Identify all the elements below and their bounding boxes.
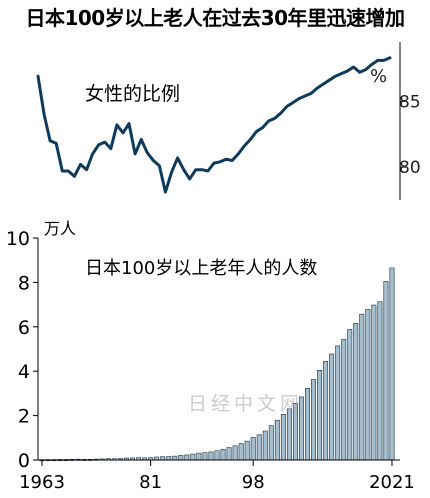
bar bbox=[184, 454, 190, 461]
bar bbox=[190, 453, 196, 461]
bar bbox=[262, 430, 268, 461]
bar bbox=[383, 281, 389, 461]
bar bbox=[220, 449, 226, 461]
y-tick-label: 80 bbox=[399, 158, 421, 178]
bar bbox=[311, 379, 317, 461]
chart-subtitle: 女性的比例 bbox=[85, 83, 180, 105]
x-tick-label: 98 bbox=[242, 472, 265, 493]
bar bbox=[359, 313, 365, 461]
bar bbox=[274, 419, 280, 461]
bar bbox=[353, 323, 359, 461]
bar bbox=[256, 434, 262, 461]
y-axis-unit: 万人 bbox=[44, 219, 76, 238]
female-ratio-line bbox=[36, 56, 392, 194]
bar bbox=[196, 452, 202, 461]
bar bbox=[250, 437, 256, 461]
bar bbox=[238, 443, 244, 461]
y-axis-unit: % bbox=[370, 66, 387, 87]
bar bbox=[335, 345, 341, 461]
bar bbox=[323, 361, 329, 461]
bar bbox=[226, 447, 232, 461]
bar bbox=[329, 353, 335, 461]
bar bbox=[389, 267, 395, 461]
bar bbox=[244, 440, 250, 461]
bar bbox=[317, 370, 323, 461]
bar bbox=[202, 452, 208, 461]
bar bbox=[214, 450, 220, 461]
x-tick-label: 81 bbox=[139, 472, 162, 493]
bar bbox=[347, 329, 353, 461]
y-tick-label: 10 bbox=[6, 228, 30, 250]
bar bbox=[280, 414, 286, 461]
bar bbox=[208, 451, 214, 461]
bar bbox=[172, 455, 178, 461]
y-tick-label: 85 bbox=[399, 92, 421, 112]
bar bbox=[286, 408, 292, 461]
bar bbox=[232, 445, 238, 461]
y-tick-label: 2 bbox=[18, 406, 30, 428]
bar bbox=[160, 456, 166, 461]
female-ratio-chart: % 女性的比例 80 85 bbox=[36, 42, 421, 200]
bar bbox=[166, 456, 172, 461]
bar bbox=[377, 301, 383, 461]
main-title: 日本100岁以上老人在过去30年里迅速增加 bbox=[25, 6, 405, 30]
x-tick-label: 1963 bbox=[19, 472, 65, 493]
y-tick-label: 0 bbox=[18, 450, 30, 472]
bar bbox=[178, 455, 184, 461]
y-tick-label: 8 bbox=[18, 272, 30, 294]
chart-subtitle: 日本100岁以上老年人的人数 bbox=[85, 258, 317, 279]
watermark: 日经中文网 bbox=[188, 393, 303, 415]
x-tick-label: 2021 bbox=[369, 472, 415, 493]
bar bbox=[371, 304, 377, 461]
y-tick-label: 6 bbox=[18, 317, 30, 339]
y-tick-label: 4 bbox=[18, 361, 30, 383]
bar bbox=[305, 388, 310, 461]
bar bbox=[268, 425, 274, 461]
bar bbox=[365, 309, 371, 461]
centenarian-count-chart: 万人 日本100岁以上老年人的人数 0 2 4 6 8 10 日经中文网 1963 81 98… bbox=[6, 219, 415, 493]
bar bbox=[341, 338, 347, 461]
